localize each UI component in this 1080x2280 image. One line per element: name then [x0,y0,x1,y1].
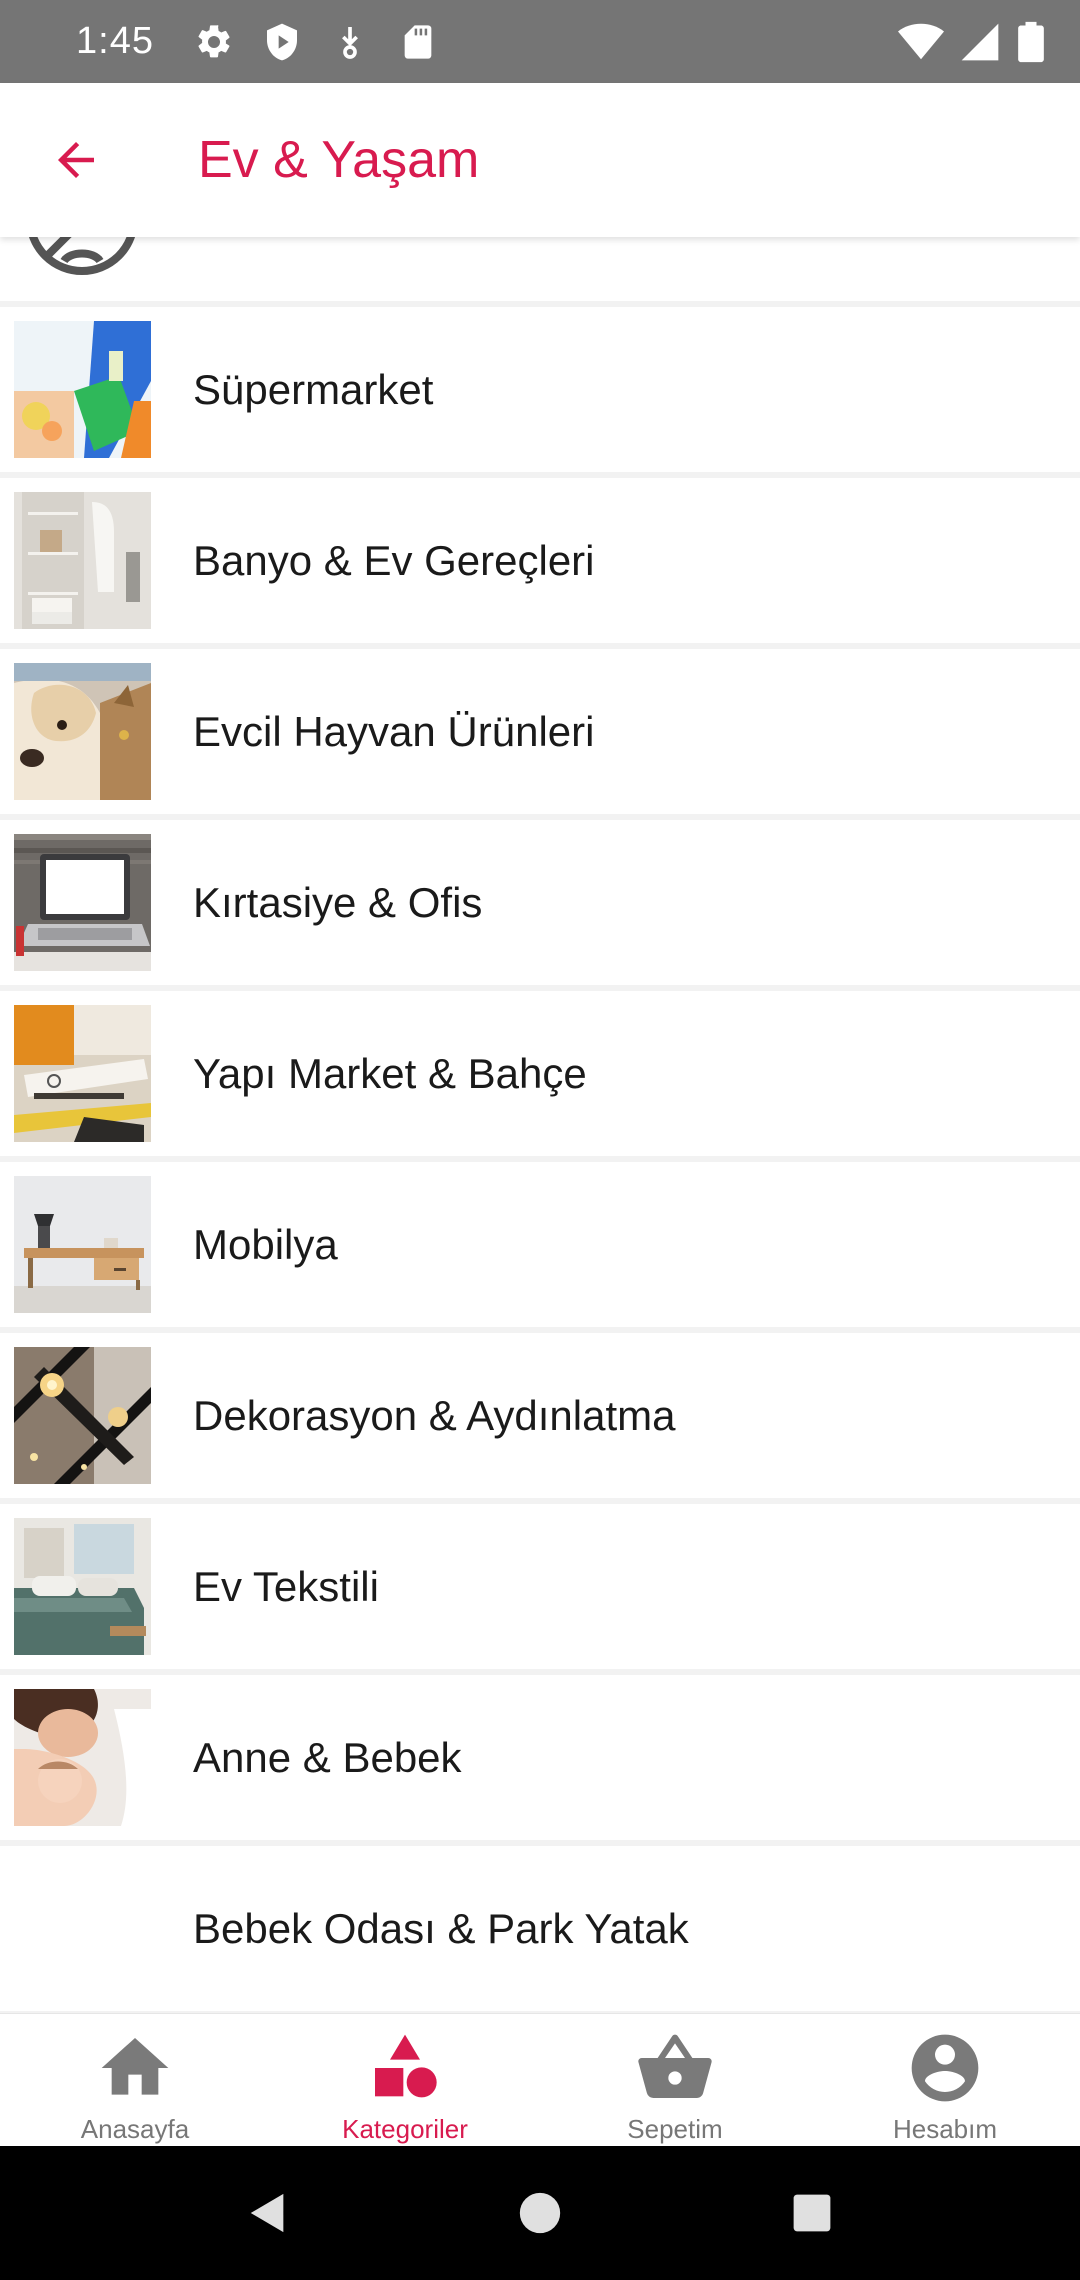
mother-baby-thumbnail [14,1689,151,1826]
category-label: Ev Tekstili [193,1562,379,1610]
basket-icon [638,2034,712,2098]
signal-icon [961,23,999,60]
home-icon [101,2038,169,2095]
bottom-navigation: Anasayfa Kategoriler Sepetim Hesabım [0,2013,1080,2146]
system-navigation-bar [0,2146,1080,2280]
nav-label: Kategoriler [342,2114,468,2144]
laptop-thumbnail [14,834,151,971]
category-label: Dekorasyon & Aydınlatma [193,1391,676,1439]
status-system-icons [898,0,1046,83]
category-label: Anne & Bebek [193,1733,462,1781]
category-item-stationery[interactable]: Kırtasiye & Ofis [0,820,1080,985]
category-item-furniture[interactable]: Mobilya [0,1162,1080,1327]
category-item-diy[interactable]: Yapı Market & Bahçe [0,991,1080,1156]
bathroom-thumbnail [14,492,151,629]
sd-card-icon [404,24,432,59]
category-label: Evcil Hayvan Ürünleri [193,707,595,755]
lighting-thumbnail [14,1347,151,1484]
category-label: Süpermarket [193,365,434,413]
page-title: Ev & Yaşam [198,131,480,189]
nav-home[interactable]: Anasayfa [0,2014,270,2147]
furniture-thumbnail [14,1176,151,1313]
empty-thumbnail [14,1860,151,1997]
status-notification-icons [194,22,438,62]
category-item-textile[interactable]: Ev Tekstili [0,1504,1080,1669]
category-item-lighting[interactable]: Dekorasyon & Aydınlatma [0,1333,1080,1498]
categories-icon [375,2034,437,2098]
app-bar: Ev & Yaşam [0,83,1080,237]
status-time: 1:45 [76,20,154,62]
list-item-partial[interactable] [0,237,1080,301]
system-back-button[interactable] [213,2158,323,2268]
category-item-bathroom[interactable]: Banyo & Ev Gereçleri [0,478,1080,643]
nav-categories[interactable]: Kategoriler [270,2014,540,2147]
nav-label: Hesabım [892,2114,998,2144]
nav-basket[interactable]: Sepetim [540,2014,810,2147]
account-icon [911,2034,979,2102]
nav-account[interactable]: Hesabım [810,2014,1080,2147]
gear-icon [198,24,230,57]
category-item-supermarket[interactable]: Süpermarket [0,307,1080,472]
system-home-button[interactable] [485,2158,595,2268]
pets-thumbnail [14,663,151,800]
category-item-baby-room[interactable]: Bebek Odası & Park Yatak [0,1846,1080,2011]
category-circle-icon [28,237,136,275]
battery-icon [1018,21,1044,62]
back-triangle-icon [250,2193,284,2233]
download-icon [342,26,358,59]
recents-square-icon [793,2194,831,2232]
category-list[interactable]: Süpermarket Banyo & Ev Gereçleri [0,237,1080,2013]
back-button[interactable] [16,100,136,220]
category-label: Kırtasiye & Ofis [193,878,483,926]
category-label: Yapı Market & Bahçe [193,1049,587,1097]
wifi-icon [898,23,944,59]
status-bar: 1:45 [0,0,1080,83]
nav-label: Sepetim [627,2114,723,2144]
nav-label: Anasayfa [80,2114,190,2144]
category-label: Bebek Odası & Park Yatak [193,1904,689,1952]
supermarket-thumbnail [14,321,151,458]
system-recents-button[interactable] [757,2158,867,2268]
diy-thumbnail [14,1005,151,1142]
bedding-thumbnail [14,1518,151,1655]
arrow-back-icon [58,142,94,178]
home-circle-icon [519,2192,561,2234]
category-item-mother-baby[interactable]: Anne & Bebek [0,1675,1080,1840]
category-item-pets[interactable]: Evcil Hayvan Ürünleri [0,649,1080,814]
shield-icon [266,23,297,60]
category-label: Mobilya [193,1220,338,1268]
category-label: Banyo & Ev Gereçleri [193,536,595,584]
